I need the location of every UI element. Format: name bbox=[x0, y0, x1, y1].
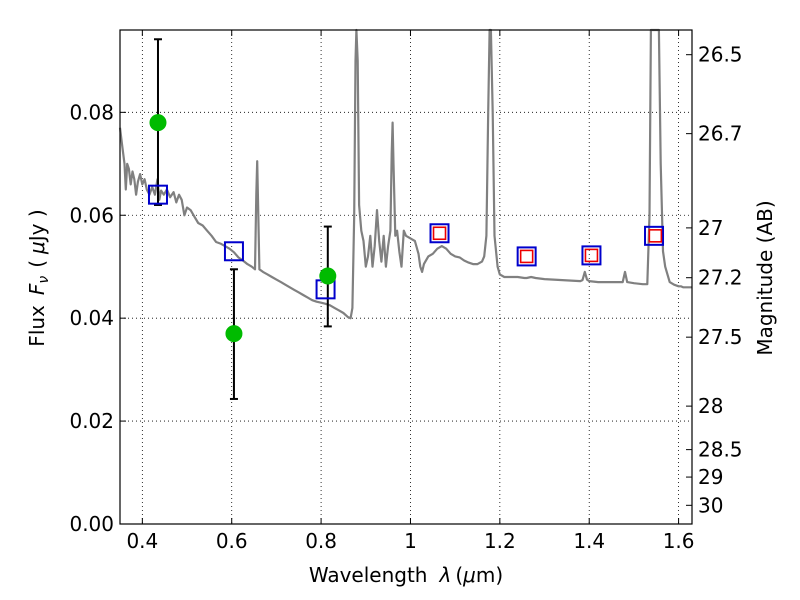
model-sed-layer bbox=[118, 28, 692, 320]
y2-tick-label: 30 bbox=[698, 493, 723, 517]
x-tick-label: 0.4 bbox=[126, 529, 158, 553]
model-band-inner-marker bbox=[519, 249, 534, 264]
model-band-marker bbox=[223, 241, 244, 262]
x-tick-label: 1.6 bbox=[663, 529, 695, 553]
model-sed-line bbox=[118, 28, 692, 320]
x-tick-label: 0.6 bbox=[216, 529, 248, 553]
grid bbox=[120, 30, 692, 525]
blue-square-markers bbox=[147, 184, 665, 300]
observed-point bbox=[149, 114, 167, 132]
y2-tick-label: 26.5 bbox=[698, 43, 743, 67]
y2-tick-label: 27.2 bbox=[698, 266, 743, 290]
x-tick-label: 1.2 bbox=[484, 529, 516, 553]
x-tick-label: 1 bbox=[404, 529, 417, 553]
model-band-marker bbox=[147, 184, 168, 205]
x-axis-label: Wavelength λ (μm) bbox=[309, 563, 503, 587]
error-bars bbox=[153, 38, 332, 400]
model-band-marker bbox=[516, 246, 537, 267]
x-tick-label: 1.4 bbox=[573, 529, 605, 553]
model-band-inner-marker bbox=[648, 229, 663, 243]
plot-frame bbox=[119, 29, 693, 525]
y-tick-label: 0.00 bbox=[69, 512, 114, 536]
y2-tick-label: 29 bbox=[698, 465, 723, 489]
y2-tick-label: 27.5 bbox=[698, 325, 743, 349]
observed-point bbox=[225, 325, 243, 343]
model-band-inner-marker bbox=[584, 248, 599, 263]
y2-axis-ticks: 26.5 26.7 27 27.2 27.5 28 28.5 29 30 bbox=[686, 43, 743, 517]
y2-axis-label: Magnitude (AB) bbox=[753, 200, 777, 355]
y-tick-label: 0.04 bbox=[69, 306, 114, 330]
y2-tick-label: 28 bbox=[698, 394, 723, 418]
y-axis-label: FluxFν(μJy ) bbox=[25, 209, 52, 346]
y-tick-label: 0.06 bbox=[69, 203, 114, 227]
y-tick-label: 0.02 bbox=[69, 409, 114, 433]
model-band-marker bbox=[644, 225, 665, 246]
y2-tick-label: 26.7 bbox=[698, 122, 743, 146]
y2-tick-label: 28.5 bbox=[698, 438, 743, 462]
model-band-marker bbox=[581, 245, 602, 266]
x-axis-ticks: 0.4 0.6 0.8 1 1.2 1.4 1.6 bbox=[126, 30, 695, 553]
x-tick-label: 0.8 bbox=[305, 529, 337, 553]
y-axis-ticks: 0.00 0.02 0.04 0.06 0.08 bbox=[69, 100, 126, 536]
y2-tick-label: 27 bbox=[698, 216, 723, 240]
y-tick-label: 0.08 bbox=[69, 100, 114, 124]
red-square-markers bbox=[432, 226, 663, 264]
observed-point bbox=[319, 267, 337, 285]
model-band-inner-marker bbox=[432, 226, 447, 241]
model-band-marker bbox=[429, 223, 450, 244]
green-circle-markers bbox=[149, 114, 337, 343]
